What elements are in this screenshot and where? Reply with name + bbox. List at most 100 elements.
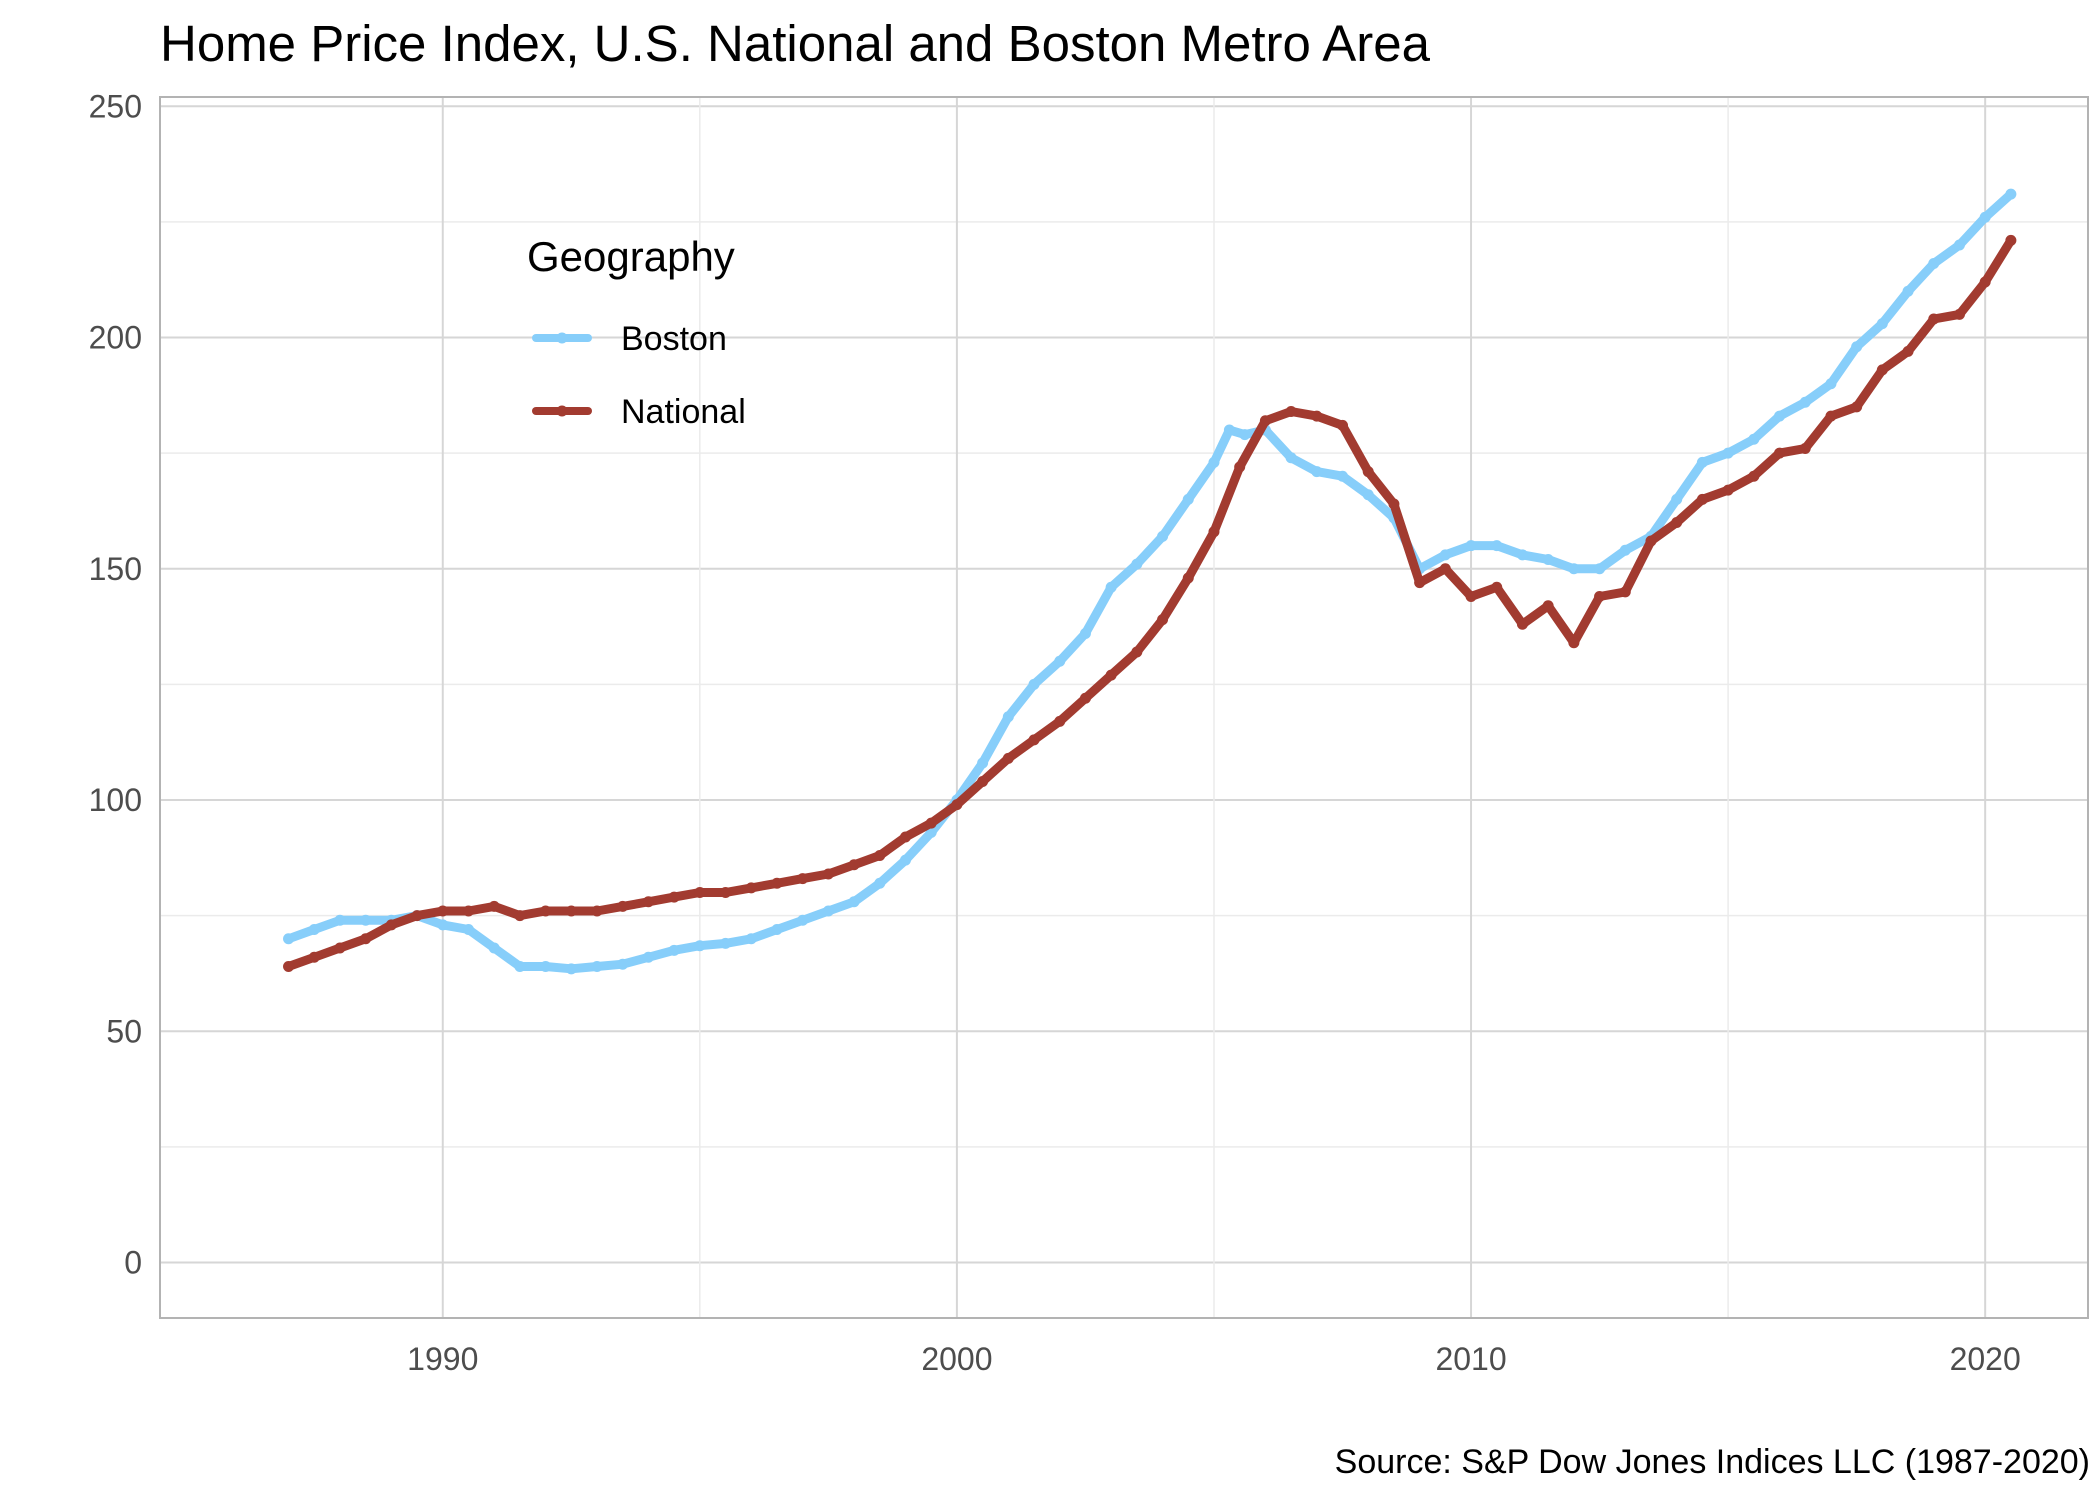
data-point-national: [745, 882, 757, 894]
data-point-boston: [1799, 396, 1811, 408]
data-point-national: [2005, 234, 2017, 246]
data-point-national: [1516, 618, 1528, 630]
data-point-boston: [745, 933, 757, 945]
data-point-boston: [1774, 410, 1786, 422]
legend-title: Geography: [527, 233, 735, 280]
data-point-national: [1337, 419, 1349, 431]
y-tick-label: 200: [89, 320, 142, 356]
data-point-national: [1002, 752, 1014, 764]
data-point-boston: [668, 944, 680, 956]
data-point-boston: [334, 914, 346, 926]
data-point-national: [1722, 484, 1734, 496]
data-point-national: [1028, 734, 1040, 746]
data-point-boston: [642, 951, 654, 963]
data-point-national: [1542, 600, 1554, 612]
data-point-boston: [1157, 530, 1169, 542]
data-point-boston: [1239, 429, 1251, 441]
data-point-national: [668, 891, 680, 903]
data-point-national: [1465, 591, 1477, 602]
data-point-national: [437, 905, 449, 917]
data-point-national: [925, 817, 937, 829]
data-point-national: [694, 887, 706, 898]
data-point-national: [1928, 313, 1940, 325]
data-point-boston: [1285, 452, 1297, 464]
data-point-national: [411, 910, 423, 922]
data-point-boston: [1131, 558, 1143, 570]
data-point-national: [1234, 461, 1246, 473]
data-point-boston: [1953, 239, 1965, 251]
data-point-national: [1851, 401, 1863, 413]
data-point-boston: [694, 940, 706, 952]
chart-title: Home Price Index, U.S. National and Bost…: [160, 15, 1430, 72]
data-point-boston: [822, 905, 834, 917]
data-point-boston: [1465, 540, 1477, 552]
data-point-boston: [1516, 549, 1528, 561]
data-point-boston: [540, 961, 552, 972]
data-point-national: [822, 868, 834, 880]
data-point-boston: [360, 914, 372, 926]
data-point-national: [771, 877, 783, 889]
data-point-boston: [1722, 447, 1734, 459]
legend-marker-national: [556, 405, 568, 417]
data-point-boston: [1079, 628, 1091, 639]
data-point-national: [899, 831, 911, 843]
data-point-boston: [797, 914, 809, 926]
data-point-boston: [1311, 466, 1323, 478]
data-point-boston: [2005, 188, 2017, 200]
data-point-boston: [514, 961, 526, 972]
data-point-boston: [848, 896, 860, 908]
data-point-national: [1619, 586, 1631, 598]
data-point-national: [360, 933, 372, 945]
series-boston: [283, 188, 2017, 975]
data-point-boston: [1619, 544, 1631, 556]
data-point-boston: [1876, 318, 1888, 330]
x-tick-label: 1990: [407, 1341, 478, 1377]
data-point-national: [951, 799, 963, 811]
data-point-boston: [283, 933, 295, 945]
data-point-boston: [1208, 456, 1220, 468]
data-point-boston: [1902, 285, 1914, 297]
data-point-boston: [1223, 424, 1235, 436]
data-point-national: [1311, 410, 1323, 422]
data-point-national: [334, 942, 346, 954]
data-point-boston: [720, 937, 732, 949]
data-point-boston: [1928, 258, 1940, 269]
legend: Geography Boston National: [527, 233, 746, 431]
data-point-national: [1902, 345, 1914, 357]
data-point-boston: [617, 958, 629, 970]
x-tick-label: 2000: [921, 1341, 992, 1377]
data-point-national: [1259, 415, 1271, 427]
axis-tick-labels: 0 50 100 150 200 250 1990 2000 2010 2020: [89, 88, 2021, 1377]
data-point-boston: [1337, 470, 1349, 482]
legend-marker-boston: [556, 332, 568, 344]
data-point-boston: [1568, 563, 1580, 575]
data-point-boston: [771, 924, 783, 935]
data-point-boston: [1439, 549, 1451, 561]
data-point-national: [1054, 715, 1066, 727]
data-point-boston: [1002, 711, 1014, 723]
data-point-national: [1105, 669, 1117, 681]
data-point-boston: [977, 757, 989, 769]
data-point-national: [1439, 563, 1451, 575]
legend-label-boston: Boston: [621, 320, 727, 358]
data-point-national: [488, 900, 500, 912]
y-tick-label: 150: [89, 551, 142, 587]
data-point-boston: [1696, 456, 1708, 468]
data-point-boston: [308, 924, 320, 935]
data-point-national: [1953, 308, 1965, 320]
data-point-boston: [488, 942, 500, 954]
series-national: [283, 234, 2017, 972]
data-point-national: [1979, 276, 1991, 288]
data-point-boston: [1825, 378, 1837, 390]
data-point-national: [1594, 591, 1606, 602]
plot-panel-border: [159, 96, 2089, 1319]
data-point-national: [1645, 535, 1657, 547]
data-point-boston: [437, 919, 449, 931]
data-point-boston: [1594, 563, 1606, 575]
data-point-national: [720, 887, 732, 898]
data-point-national: [1157, 614, 1169, 626]
legend-item-national: National: [532, 393, 746, 431]
data-point-national: [642, 896, 654, 908]
data-point-national: [874, 850, 886, 861]
data-point-national: [1362, 466, 1374, 478]
